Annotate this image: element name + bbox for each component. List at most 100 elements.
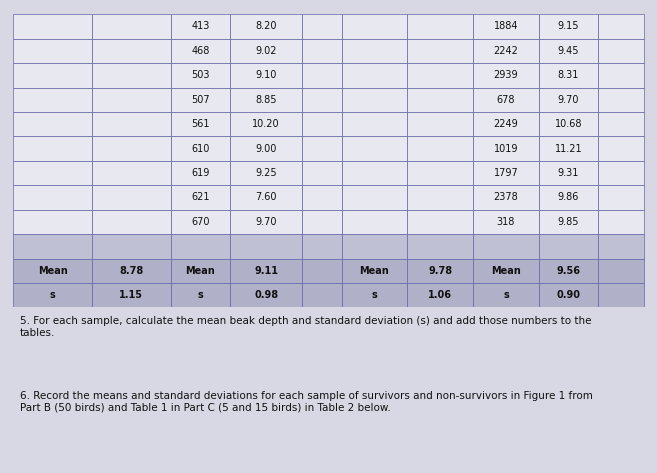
Bar bbox=[171, 210, 230, 234]
Text: 5. For each sample, calculate the mean beak depth and standard deviation (s) and: 5. For each sample, calculate the mean b… bbox=[20, 316, 591, 338]
Text: 9.70: 9.70 bbox=[256, 217, 277, 227]
Bar bbox=[598, 161, 644, 185]
Bar bbox=[230, 283, 302, 307]
Bar bbox=[302, 39, 342, 63]
Text: 8.78: 8.78 bbox=[120, 266, 143, 276]
Text: 7.60: 7.60 bbox=[256, 193, 277, 202]
Bar bbox=[92, 185, 171, 210]
Bar bbox=[13, 14, 92, 39]
Bar bbox=[473, 259, 539, 283]
Text: 11.21: 11.21 bbox=[555, 144, 582, 154]
Bar bbox=[598, 185, 644, 210]
Bar bbox=[539, 234, 598, 259]
Bar bbox=[598, 63, 644, 88]
Text: 507: 507 bbox=[191, 95, 210, 105]
Bar bbox=[539, 136, 598, 161]
Bar bbox=[342, 136, 407, 161]
Text: s: s bbox=[372, 290, 377, 300]
Text: s: s bbox=[503, 290, 509, 300]
Bar bbox=[13, 88, 92, 112]
Bar bbox=[230, 14, 302, 39]
Bar bbox=[171, 14, 230, 39]
Bar bbox=[302, 259, 342, 283]
Bar bbox=[13, 112, 92, 136]
Text: 9.78: 9.78 bbox=[428, 266, 452, 276]
Bar bbox=[473, 136, 539, 161]
Bar bbox=[92, 210, 171, 234]
Bar bbox=[407, 88, 473, 112]
Bar bbox=[342, 210, 407, 234]
Text: 413: 413 bbox=[191, 21, 210, 31]
Bar bbox=[302, 161, 342, 185]
Bar bbox=[539, 283, 598, 307]
Bar bbox=[342, 112, 407, 136]
Text: 0.98: 0.98 bbox=[254, 290, 278, 300]
Text: 468: 468 bbox=[191, 46, 210, 56]
Text: 9.00: 9.00 bbox=[256, 144, 277, 154]
Text: 9.85: 9.85 bbox=[558, 217, 579, 227]
Bar bbox=[230, 185, 302, 210]
Text: 503: 503 bbox=[191, 70, 210, 80]
Bar bbox=[302, 210, 342, 234]
Bar bbox=[171, 283, 230, 307]
Bar bbox=[598, 112, 644, 136]
Bar bbox=[342, 185, 407, 210]
Bar bbox=[539, 259, 598, 283]
Bar bbox=[539, 112, 598, 136]
Bar bbox=[92, 234, 171, 259]
Text: 2378: 2378 bbox=[493, 193, 518, 202]
Bar bbox=[473, 283, 539, 307]
Bar bbox=[342, 161, 407, 185]
Text: 9.31: 9.31 bbox=[558, 168, 579, 178]
Bar bbox=[473, 234, 539, 259]
Bar bbox=[598, 259, 644, 283]
Text: Mean: Mean bbox=[185, 266, 215, 276]
Bar bbox=[342, 283, 407, 307]
Text: 10.20: 10.20 bbox=[252, 119, 280, 129]
Text: 1884: 1884 bbox=[493, 21, 518, 31]
Bar bbox=[598, 136, 644, 161]
Text: 9.86: 9.86 bbox=[558, 193, 579, 202]
Text: 9.45: 9.45 bbox=[558, 46, 579, 56]
Bar bbox=[171, 161, 230, 185]
Bar bbox=[13, 259, 92, 283]
Bar bbox=[230, 136, 302, 161]
Text: Mean: Mean bbox=[37, 266, 68, 276]
Bar bbox=[342, 14, 407, 39]
Bar bbox=[539, 161, 598, 185]
Bar bbox=[598, 283, 644, 307]
Bar bbox=[473, 14, 539, 39]
Bar bbox=[539, 185, 598, 210]
Text: 610: 610 bbox=[191, 144, 210, 154]
Bar bbox=[171, 259, 230, 283]
Bar bbox=[230, 234, 302, 259]
Bar bbox=[302, 185, 342, 210]
Bar bbox=[171, 112, 230, 136]
Text: 9.25: 9.25 bbox=[256, 168, 277, 178]
Bar bbox=[342, 39, 407, 63]
Bar bbox=[302, 88, 342, 112]
Text: 619: 619 bbox=[191, 168, 210, 178]
Bar bbox=[13, 210, 92, 234]
Bar bbox=[230, 210, 302, 234]
Text: 8.20: 8.20 bbox=[256, 21, 277, 31]
Bar bbox=[230, 112, 302, 136]
Bar bbox=[92, 14, 171, 39]
Bar bbox=[342, 88, 407, 112]
Bar bbox=[230, 39, 302, 63]
Text: 9.70: 9.70 bbox=[558, 95, 579, 105]
Bar bbox=[407, 210, 473, 234]
Text: Mean: Mean bbox=[491, 266, 521, 276]
Bar bbox=[13, 283, 92, 307]
Text: 9.56: 9.56 bbox=[556, 266, 580, 276]
Bar bbox=[230, 259, 302, 283]
Text: 2242: 2242 bbox=[493, 46, 518, 56]
Bar bbox=[171, 136, 230, 161]
Bar bbox=[92, 39, 171, 63]
Text: 670: 670 bbox=[191, 217, 210, 227]
Bar bbox=[407, 63, 473, 88]
Text: s: s bbox=[50, 290, 55, 300]
Bar bbox=[407, 161, 473, 185]
Bar bbox=[302, 112, 342, 136]
Bar bbox=[407, 185, 473, 210]
